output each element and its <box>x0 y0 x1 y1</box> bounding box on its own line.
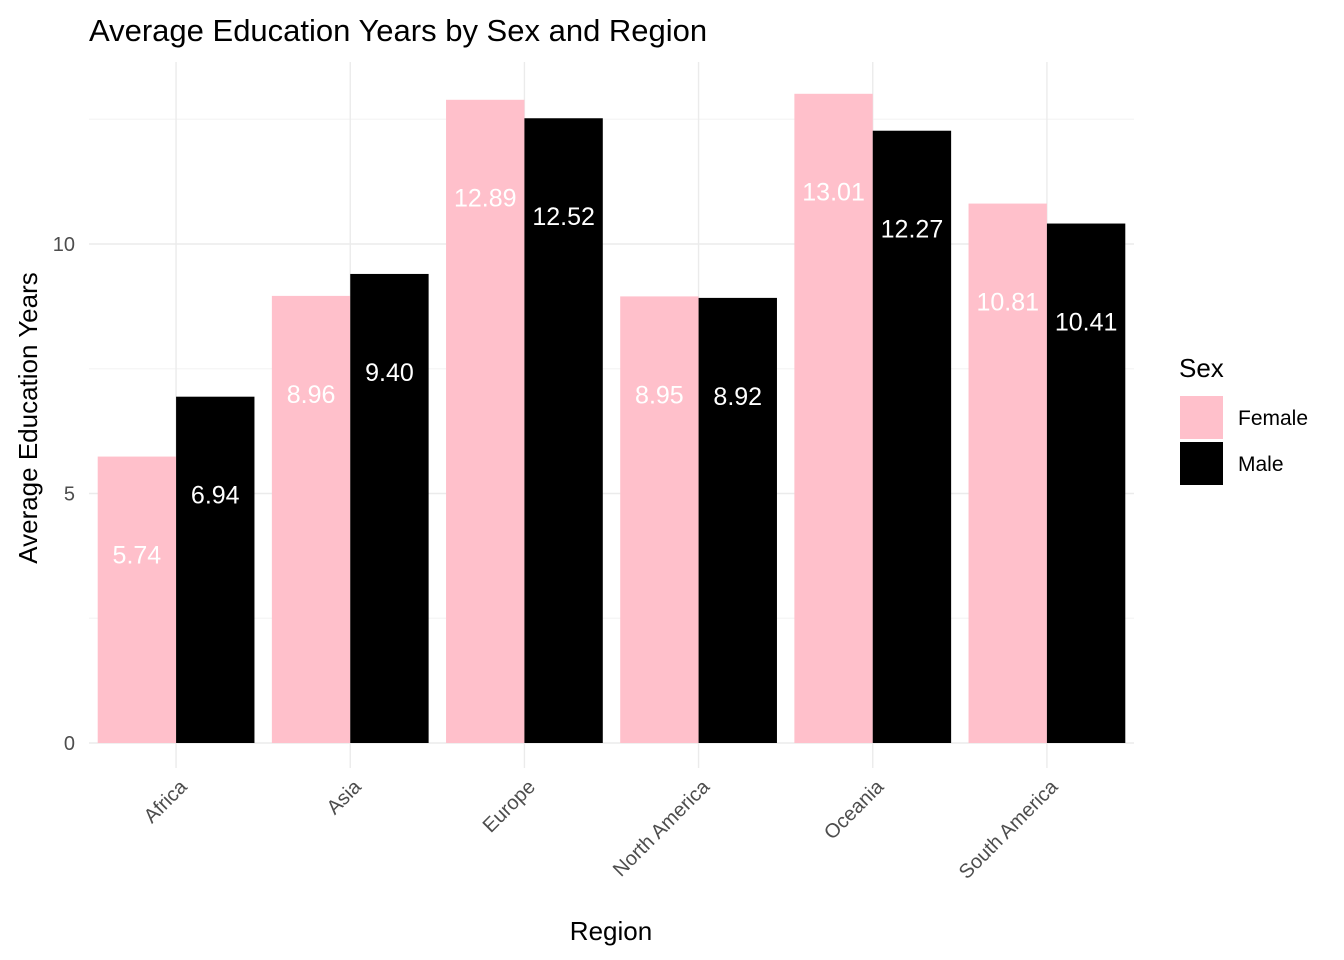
y-axis-ticks: 0 5 10 <box>53 234 75 755</box>
bar-value-label: 13.01 <box>802 179 865 207</box>
bar-value-label: 9.40 <box>365 359 414 387</box>
y-axis-title: Average Education Years <box>13 272 43 564</box>
bar-labels: 5.74 8.96 12.89 8.95 13.01 10.81 6.94 9.40 12.52… <box>113 179 1118 570</box>
y-tick-label: 10 <box>53 234 75 256</box>
bar-female-europe <box>446 99 525 743</box>
bars <box>97 93 1126 744</box>
bar-female-africa <box>97 456 177 743</box>
x-tick-label: Oceania <box>820 775 889 844</box>
legend-label-male: Male <box>1238 453 1284 476</box>
x-tick-label: South America <box>955 775 1063 883</box>
bar-male-oceania <box>872 130 952 744</box>
bar-female-south-america <box>968 203 1047 743</box>
x-tick-label: Europe <box>479 776 540 837</box>
y-tick-label: 5 <box>64 484 75 506</box>
bar-male-africa <box>176 396 255 743</box>
legend-key-male <box>1180 442 1223 485</box>
bar-value-label: 12.27 <box>881 216 944 244</box>
y-tick-label: 0 <box>64 733 75 755</box>
chart-title: Average Education Years by Sex and Regio… <box>89 13 707 48</box>
x-axis-title: Region <box>570 916 652 946</box>
bar-male-south-america <box>1046 223 1126 743</box>
bar-value-label: 10.41 <box>1055 308 1118 336</box>
x-tick-label: Africa <box>140 775 192 827</box>
bar-value-label: 12.89 <box>454 185 517 213</box>
bar-female-north-america <box>620 296 699 743</box>
bar-value-label: 8.95 <box>635 381 684 409</box>
bar-value-label: 8.96 <box>287 381 336 409</box>
x-tick-label: North America <box>609 775 715 881</box>
legend-label-female: Female <box>1238 407 1308 430</box>
legend-title: Sex <box>1179 353 1224 383</box>
x-axis-ticks: Africa Asia Europe North America Oceania Sout… <box>140 775 1063 883</box>
bar-male-europe <box>524 118 603 743</box>
bar-female-oceania <box>794 93 873 743</box>
bar-male-north-america <box>698 297 777 743</box>
bar-female-asia <box>271 295 351 743</box>
bar-value-label: 6.94 <box>191 482 240 510</box>
legend: Sex Female Male <box>1179 353 1308 485</box>
bar-male-asia <box>350 273 429 743</box>
bar-value-label: 10.81 <box>976 289 1039 317</box>
bar-value-label: 12.52 <box>532 203 595 231</box>
legend-key-female <box>1180 396 1223 439</box>
x-tick-label: Asia <box>323 775 367 819</box>
bar-value-label: 8.92 <box>713 383 762 411</box>
bar-value-label: 5.74 <box>113 541 162 569</box>
